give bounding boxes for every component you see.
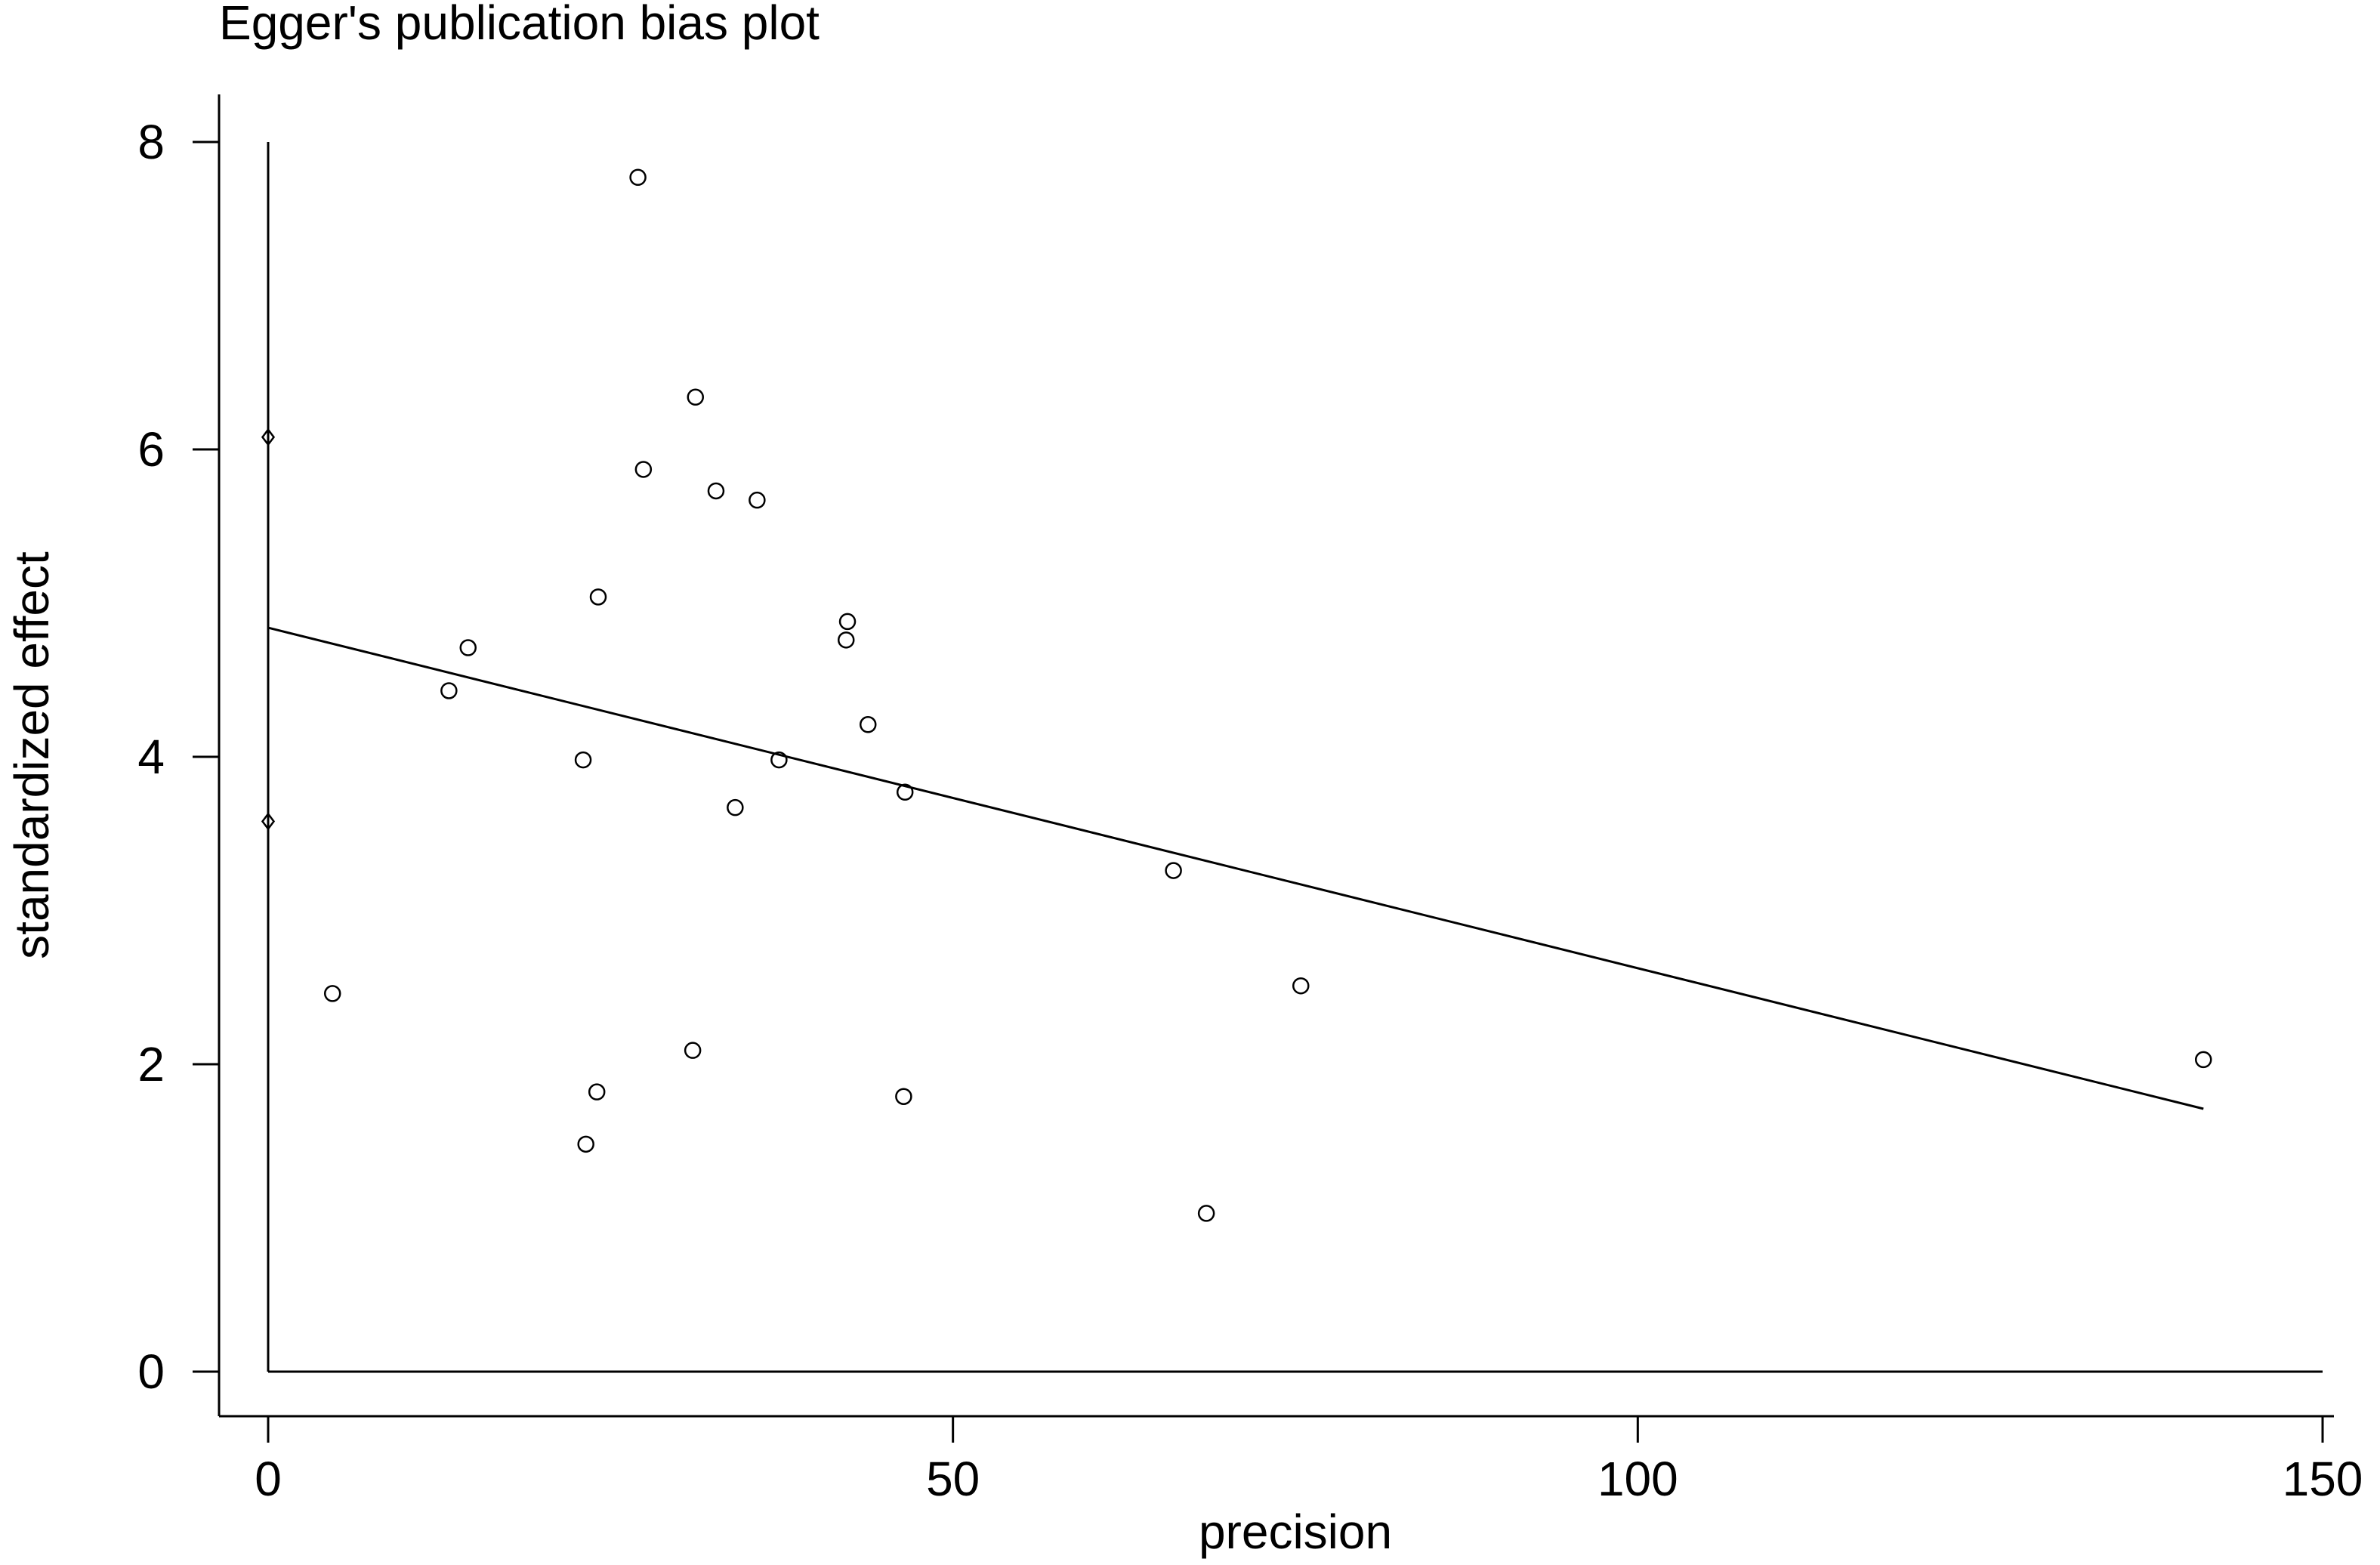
scatter-point: [2194, 1051, 2212, 1069]
regression-line: [267, 626, 2204, 1110]
scatter-point: [749, 491, 766, 509]
scatter-point: [323, 985, 341, 1002]
scatter-point: [727, 798, 744, 816]
scatter-point: [687, 388, 705, 406]
scatter-point: [837, 631, 855, 649]
scatter-point: [707, 482, 725, 500]
scatter-point: [895, 1088, 912, 1105]
x-tick-label: 0: [255, 1452, 282, 1506]
y-ticks: 0 2 4 6 8: [137, 115, 219, 1399]
diamond-point: [261, 812, 276, 831]
x-tick-label: 100: [1597, 1452, 1678, 1506]
data-points: [261, 168, 2212, 1222]
x-axis-label: precision: [1199, 1505, 1392, 1559]
y-tick-label: 4: [137, 730, 165, 784]
scatter-point: [684, 1042, 702, 1059]
x-tick-label: 150: [2283, 1452, 2363, 1506]
y-tick-label: 6: [137, 422, 165, 477]
y-tick-label: 0: [137, 1344, 165, 1399]
scatter-point: [896, 783, 914, 801]
y-axis-label: standardized effect: [5, 551, 59, 959]
diamond-point: [261, 428, 276, 446]
chart-title: Egger's publication bias plot: [219, 0, 820, 50]
y-tick-label: 2: [137, 1037, 165, 1091]
scatter-point: [838, 613, 857, 631]
scatter-point: [1197, 1205, 1215, 1222]
scatter-point: [629, 168, 647, 187]
scatter-point: [1292, 977, 1310, 995]
scatter-point: [770, 751, 788, 769]
scatter-point: [1165, 862, 1182, 879]
scatter-point: [588, 1083, 606, 1100]
y-tick-label: 8: [137, 115, 165, 169]
x-tick-label: 50: [926, 1452, 980, 1506]
scatter-point: [589, 588, 607, 606]
scatter-point: [440, 682, 458, 699]
scatter-point: [634, 461, 653, 478]
x-ticks: 0 50 100 150: [255, 1416, 2363, 1506]
scatter-point: [859, 716, 877, 733]
scatter-point: [577, 1135, 594, 1153]
scatter-point: [574, 751, 592, 769]
scatter-point: [459, 639, 477, 656]
